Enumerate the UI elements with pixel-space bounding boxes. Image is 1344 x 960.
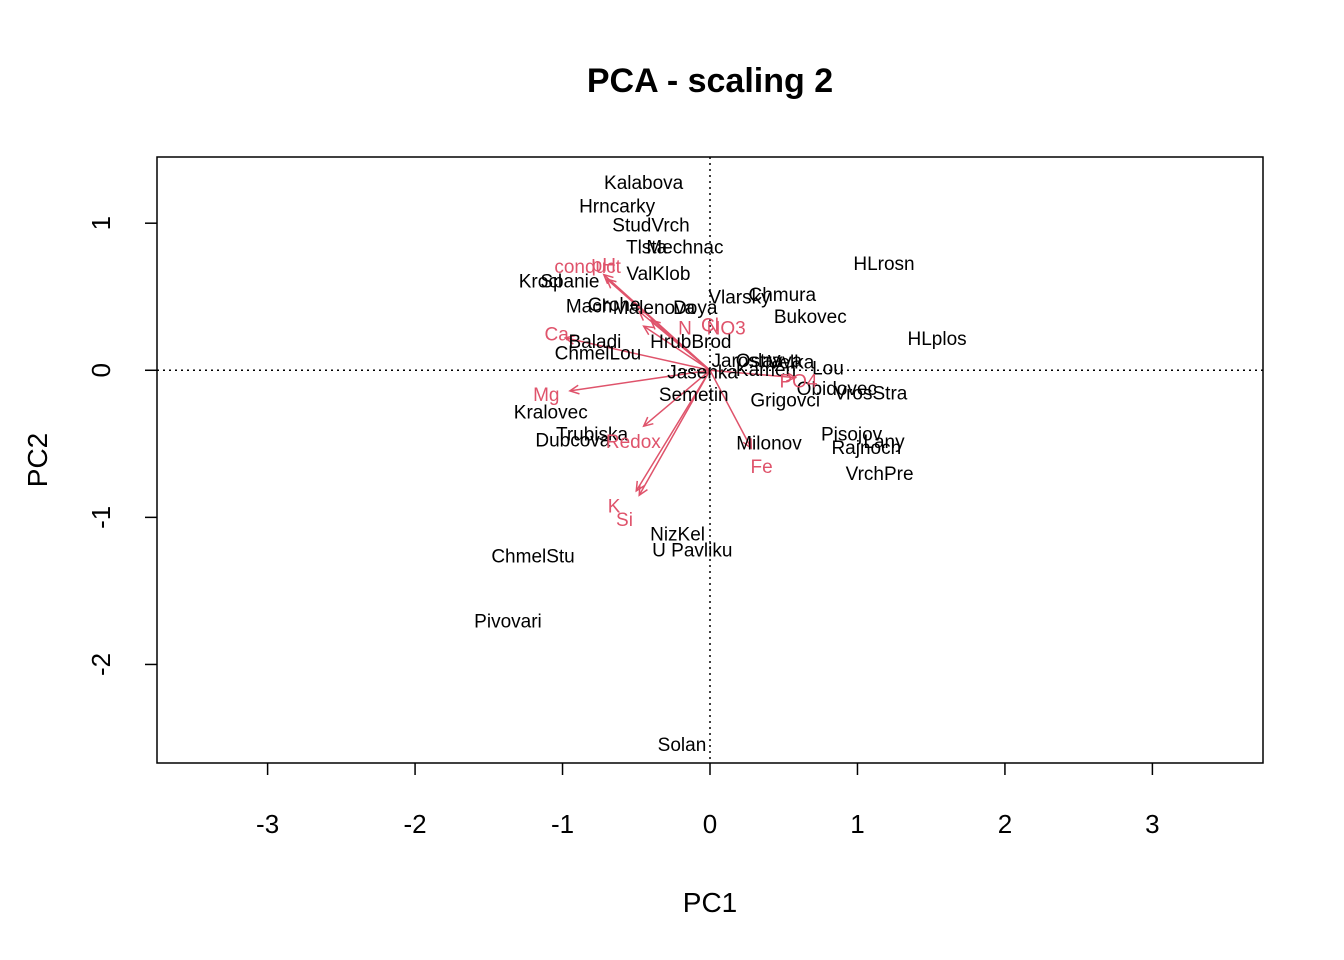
x-tick-label: 0 <box>703 809 717 839</box>
site-label: Grigovci <box>750 391 820 412</box>
variable-label: K <box>608 497 621 518</box>
site-label: VrosStra <box>834 383 908 404</box>
variable-label: Si <box>616 510 633 531</box>
site-label: Lany <box>863 432 905 453</box>
site-label: Velka <box>768 352 815 373</box>
y-tick-label: -2 <box>86 653 116 676</box>
plot-area: -3 -2 -1 0 1 2 3 -2 -1 0 1 Kalabova HrncarkyStudVrch… <box>86 157 1263 839</box>
site-label: Solan <box>658 735 707 756</box>
variable-arrow <box>709 369 796 379</box>
variable-label: conduct <box>554 257 621 278</box>
variable-arrow <box>709 369 752 449</box>
x-tick-label: -3 <box>256 809 279 839</box>
site-label: HrubBrod <box>650 332 731 353</box>
x-tick-label: 2 <box>998 809 1012 839</box>
variable-arrowhead <box>568 384 580 395</box>
site-label: StudVrch <box>612 216 689 237</box>
site-label: Mach <box>566 297 612 318</box>
variable-arrow <box>569 369 711 392</box>
site-label: ChmelStu <box>491 547 574 568</box>
variable-label: NO3 <box>707 319 746 340</box>
variable-arrowhead <box>638 485 648 497</box>
variable-arrow <box>643 325 711 371</box>
variable-arrowhead <box>785 371 798 382</box>
site-label: Milonov <box>736 433 802 454</box>
variable-arrowhead <box>605 277 617 289</box>
site-label: HLrosn <box>853 254 914 275</box>
site-label: Chmura <box>748 285 816 306</box>
variable-arrowhead <box>635 480 646 493</box>
site-label: ChmelLou <box>555 344 642 365</box>
variable-arrowhead <box>637 310 650 321</box>
site-label: Doya <box>673 298 718 319</box>
variable-label: Fe <box>751 457 773 478</box>
site-label: Jasenka <box>667 363 738 384</box>
site-label: Bukovec <box>774 307 847 328</box>
x-tick-label: 3 <box>1145 809 1159 839</box>
site-label: Kamen <box>736 360 796 381</box>
site-label: U Pavliku <box>652 541 732 562</box>
site-label: Pivovari <box>474 611 542 632</box>
variable-label: PO4 <box>779 372 817 393</box>
variable-arrowhead <box>642 416 654 428</box>
x-tick-label: 1 <box>850 809 864 839</box>
y-tick-label: 1 <box>86 216 116 230</box>
variable-arrow <box>643 369 711 427</box>
variable-arrow <box>638 310 711 371</box>
variable-arrow <box>638 369 711 496</box>
x-tick-label: -1 <box>551 809 574 839</box>
y-axis-label: PC2 <box>22 433 53 487</box>
site-label: Vlarsky <box>708 288 771 309</box>
site-label: Tlsta <box>626 238 668 259</box>
site-label: Hrncarky <box>579 197 656 218</box>
site-label: HLplos <box>908 329 967 350</box>
site-label: Kalabova <box>604 173 684 194</box>
chart-title: PCA - scaling 2 <box>587 62 833 100</box>
site-label: Ostrava <box>736 351 803 372</box>
site-label: Pisojov <box>821 425 883 446</box>
site-label: ValKlob <box>626 264 690 285</box>
site-label: Semetin <box>659 385 729 406</box>
variable-arrowhead <box>642 325 654 336</box>
x-tick-label: -2 <box>404 809 427 839</box>
site-label: Krocl <box>519 272 562 293</box>
variable-arrowhead <box>742 438 753 450</box>
site-label: Kralovec <box>514 402 588 423</box>
site-label: VrchPre <box>846 464 914 485</box>
variable-label: N <box>678 319 692 340</box>
y-tick-label: -1 <box>86 506 116 529</box>
site-label: Obidovec <box>797 379 877 400</box>
variable-arrowhead <box>563 334 576 345</box>
variable-label: pH <box>592 255 616 276</box>
variable-arrow <box>565 337 711 372</box>
variable-label: Mg <box>533 385 559 406</box>
site-label: Rajnoch <box>831 438 901 459</box>
x-axis-label: PC1 <box>683 887 737 918</box>
variable-arrowhead <box>602 273 614 285</box>
variable-label: Ca <box>544 325 569 346</box>
site-label: Dubcova <box>535 430 610 451</box>
variable-label: Redox <box>606 432 661 453</box>
site-label: Malenova <box>613 298 696 319</box>
site-label: Grohe <box>588 295 641 316</box>
variable-arrow <box>635 369 711 492</box>
variable-arrowhead <box>649 319 661 330</box>
site-label: Spanie <box>540 272 599 293</box>
site-label: Lou <box>812 358 844 379</box>
site-label: Jaroslav <box>711 351 782 372</box>
variable-label: Cl <box>701 316 719 337</box>
site-label: Mechnac <box>646 238 723 259</box>
y-tick-label: 0 <box>86 363 116 377</box>
site-label: NizKel <box>650 525 705 546</box>
site-label: Trubiska <box>556 425 629 446</box>
site-label: Baladi <box>569 332 622 353</box>
